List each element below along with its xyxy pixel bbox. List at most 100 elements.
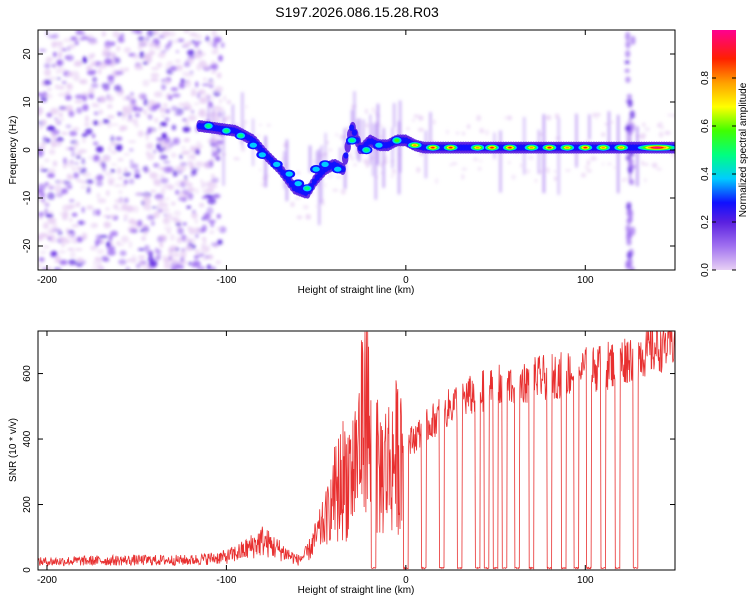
noise-speckle bbox=[98, 175, 104, 180]
noise-speckle bbox=[151, 104, 161, 109]
noise-speckle bbox=[171, 93, 181, 98]
noise-speckle bbox=[110, 123, 119, 126]
noise-speckle bbox=[114, 71, 124, 75]
ridge-core-segment bbox=[349, 124, 355, 131]
noise-speckle bbox=[118, 190, 123, 194]
noise-speckle bbox=[56, 77, 61, 80]
noise-speckle bbox=[82, 172, 92, 178]
noise-speckle bbox=[641, 160, 644, 166]
noise-speckle bbox=[169, 65, 178, 72]
spectrogram-y-axis-label: Frequency (Hz) bbox=[8, 116, 19, 185]
noise-speckle bbox=[58, 236, 68, 242]
vertical-streak bbox=[499, 130, 502, 193]
noise-speckle bbox=[211, 177, 219, 183]
noise-speckle bbox=[106, 241, 111, 247]
noise-speckle bbox=[101, 31, 107, 37]
noise-speckle bbox=[132, 106, 139, 112]
noise-speckle bbox=[96, 120, 103, 127]
noise-speckle bbox=[328, 148, 333, 152]
vertical-streak bbox=[626, 122, 629, 159]
vertical-streak bbox=[324, 132, 327, 171]
noise-speckle bbox=[163, 255, 167, 261]
noise-speckle bbox=[196, 92, 201, 99]
noise-speckle bbox=[53, 184, 62, 192]
noise-speckle bbox=[223, 95, 226, 102]
noise-speckle bbox=[184, 137, 190, 143]
noise-speckle bbox=[191, 237, 196, 245]
noise-speckle bbox=[172, 39, 179, 44]
noise-speckle bbox=[123, 171, 131, 177]
noise-speckle bbox=[141, 236, 147, 241]
noise-speckle bbox=[56, 59, 64, 67]
noise-speckle bbox=[644, 127, 651, 132]
noise-speckle bbox=[113, 204, 119, 210]
noise-speckle bbox=[210, 60, 216, 66]
noise-speckle bbox=[165, 197, 170, 201]
noise-speckle bbox=[209, 101, 213, 108]
noise-speckle bbox=[109, 52, 116, 58]
noise-speckle bbox=[38, 257, 45, 262]
noise-speckle bbox=[145, 250, 154, 254]
noise-speckle bbox=[112, 30, 120, 38]
noise-speckle bbox=[613, 166, 617, 170]
noise-speckle bbox=[177, 227, 184, 235]
noise-speckle bbox=[110, 135, 115, 143]
noise-speckle bbox=[48, 168, 56, 174]
vertical-streak bbox=[264, 135, 267, 188]
noise-speckle bbox=[70, 160, 74, 164]
noise-speckle bbox=[157, 52, 166, 58]
noise-speckle bbox=[90, 245, 97, 251]
noise-speckle bbox=[47, 184, 53, 188]
noise-speckle bbox=[159, 122, 168, 127]
noise-speckle bbox=[147, 114, 153, 120]
noise-speckle bbox=[38, 216, 44, 220]
noise-speckle bbox=[92, 156, 100, 162]
noise-speckle bbox=[504, 116, 507, 120]
spectrogram-y-tick-label: 20 bbox=[22, 48, 33, 60]
noise-speckle bbox=[171, 124, 177, 131]
noise-speckle bbox=[462, 131, 465, 136]
noise-speckle bbox=[205, 36, 210, 42]
spectral-peak bbox=[508, 146, 512, 149]
noise-speckle bbox=[160, 50, 167, 53]
noise-speckle bbox=[475, 115, 482, 122]
noise-speckle bbox=[84, 115, 89, 123]
stripe-speckle bbox=[629, 110, 635, 119]
noise-speckle bbox=[162, 103, 168, 108]
noise-speckle bbox=[139, 259, 144, 267]
snr-x-tick-label: 100 bbox=[577, 575, 594, 586]
spectrogram-x-axis-label: Height of straight line (km) bbox=[298, 285, 415, 296]
noise-speckle bbox=[390, 174, 395, 179]
noise-speckle bbox=[64, 183, 73, 188]
stripe-speckle bbox=[625, 50, 631, 58]
vertical-streak bbox=[339, 147, 342, 172]
noise-speckle bbox=[66, 175, 74, 180]
noise-speckle bbox=[42, 222, 49, 230]
vertical-streak bbox=[542, 114, 546, 194]
noise-speckle bbox=[198, 60, 207, 68]
noise-speckle bbox=[74, 40, 79, 46]
noise-speckle bbox=[406, 127, 410, 130]
noise-speckle bbox=[180, 250, 187, 258]
noise-speckle bbox=[161, 132, 167, 139]
noise-speckle bbox=[74, 248, 83, 251]
noise-speckle bbox=[240, 146, 246, 152]
noise-speckle bbox=[47, 217, 57, 225]
noise-speckle bbox=[68, 217, 73, 222]
noise-speckle bbox=[215, 260, 221, 264]
noise-speckle bbox=[154, 193, 164, 200]
noise-speckle bbox=[151, 129, 156, 132]
noise-speckle bbox=[74, 161, 79, 165]
noise-speckle bbox=[110, 41, 116, 46]
spectral-peak bbox=[583, 146, 587, 149]
noise-speckle bbox=[38, 183, 46, 191]
noise-speckle bbox=[149, 172, 153, 176]
noise-speckle bbox=[137, 107, 143, 112]
snr-frame bbox=[37, 330, 676, 571]
spectral-peak bbox=[490, 146, 494, 149]
stripe-speckle bbox=[627, 208, 634, 219]
noise-speckle bbox=[193, 227, 201, 234]
noise-speckle bbox=[114, 84, 122, 92]
spectral-peak bbox=[334, 166, 342, 172]
noise-speckle bbox=[82, 104, 89, 112]
